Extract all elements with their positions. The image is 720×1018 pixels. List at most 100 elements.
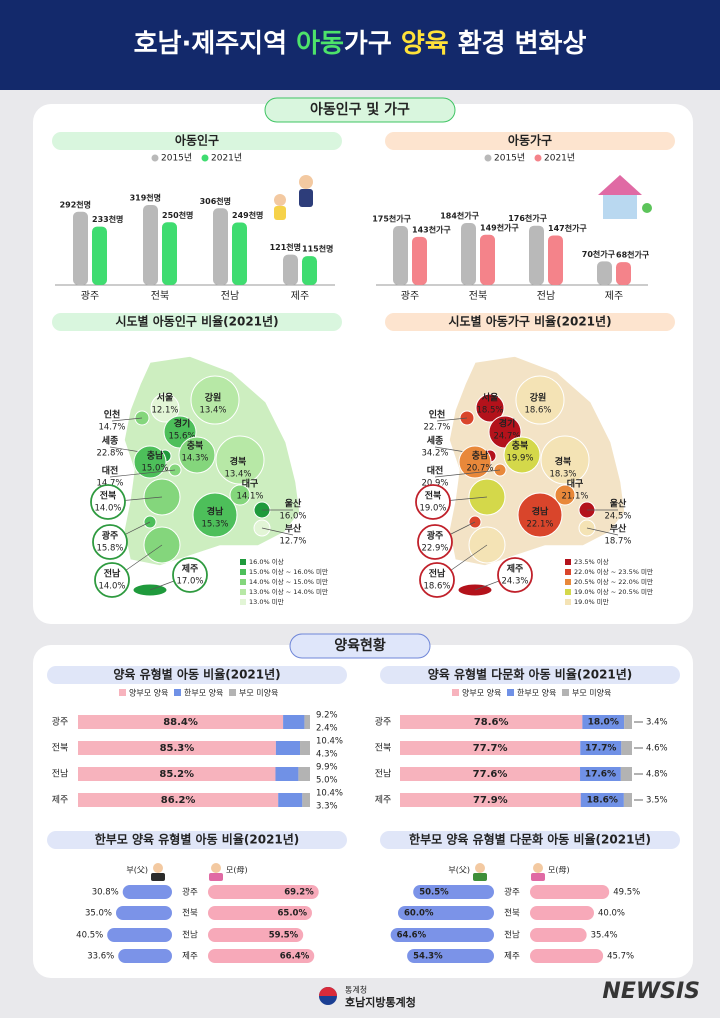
bar-segment: [302, 793, 310, 807]
title-part: 가구: [344, 29, 401, 59]
leader-line: [111, 417, 143, 422]
legend-label: 16.0% 이상: [249, 557, 284, 566]
chart-title-bg: [385, 313, 675, 331]
icon-part: [299, 175, 313, 189]
region-value: 13.4%: [224, 470, 251, 480]
legend-swatch: [534, 154, 542, 162]
person-icon: [531, 873, 545, 881]
chart-title-bg: [47, 831, 347, 849]
bar-segment: [298, 767, 310, 781]
title-part: 환경 변화상: [449, 29, 587, 59]
chart-title: 시도별 아동인구 비율(2021년): [115, 314, 278, 329]
value-label: 65.0%: [278, 909, 308, 919]
bar-segment: [78, 793, 279, 807]
value-label: 147천가구: [548, 223, 587, 233]
legend-label: 2015년: [494, 153, 525, 164]
region-area: [229, 484, 251, 506]
bar-segment: [275, 767, 299, 781]
legend-label: 20.5% 이상 ~ 22.0% 미만: [574, 577, 653, 586]
legend-label: 2021년: [544, 153, 575, 164]
bar-segment: [623, 793, 632, 807]
x-tick-label: 전북: [151, 290, 169, 302]
chart-title-bg: [52, 132, 342, 150]
callout-circle: [92, 524, 128, 560]
region-value: 22.1%: [526, 520, 553, 530]
value-label: 35.4%: [591, 931, 618, 941]
legend-swatch: [201, 154, 209, 162]
region-name: 강원: [530, 392, 547, 404]
value-label: 45.7%: [607, 952, 634, 962]
value-label: 10.4%: [316, 737, 343, 747]
bar: [143, 205, 158, 285]
legend-label: 양부모 양육: [462, 689, 501, 698]
region-name: 충남: [147, 450, 164, 462]
value-label: 4.6%: [646, 744, 668, 754]
bar: [116, 906, 172, 920]
watermark: NEWSIS: [602, 979, 700, 1004]
value-label: 85.3%: [160, 743, 195, 754]
section-heading: 아동인구 및 가구: [310, 101, 410, 118]
callout-circle: [419, 562, 455, 598]
person-icon: [209, 873, 223, 881]
region-value: 15.3%: [201, 520, 228, 530]
value-label: 143천가구: [412, 224, 451, 234]
y-tick-label: 전북: [504, 908, 520, 919]
bar: [118, 949, 172, 963]
legend-label: 19.0% 이상 ~ 20.5% 미만: [574, 587, 653, 596]
section-heading-bg: [264, 97, 456, 123]
value-label: 250천명: [162, 210, 193, 220]
region-value: 14.0%: [98, 582, 125, 592]
region-value: 14.7%: [96, 479, 123, 489]
value-label: 121천명: [270, 242, 301, 252]
value-label: 17.6%: [585, 770, 616, 780]
legend-swatch: [240, 569, 246, 575]
value-label: 3.5%: [646, 796, 668, 806]
region-name: 경기: [174, 418, 191, 430]
legend-label: 한부모 양육: [184, 689, 223, 698]
legend-swatch: [565, 569, 571, 575]
region-name: 전북: [425, 490, 442, 502]
legend-label: 모(母): [548, 866, 570, 875]
person-icon: [475, 863, 485, 873]
legend-swatch: [240, 559, 246, 565]
bar-segment: [621, 741, 632, 755]
legend-swatch: [119, 689, 126, 696]
value-label: 59.5%: [269, 931, 299, 941]
legend-swatch: [565, 599, 571, 605]
value-label: 249천명: [232, 210, 263, 220]
value-label: 4.8%: [646, 770, 668, 780]
children-icon: [274, 175, 313, 220]
x-tick-label: 제주: [605, 290, 623, 302]
value-label: 35.0%: [85, 909, 112, 919]
region-name: 제주: [182, 563, 199, 575]
region-value: 15.0%: [141, 464, 168, 474]
y-tick-label: 제주: [504, 952, 520, 962]
bar-segment: [580, 793, 624, 807]
icon-part: [603, 195, 637, 219]
callout-circle: [94, 562, 130, 598]
region-area: [190, 375, 240, 425]
region-area: [515, 375, 565, 425]
chart-title-bg: [385, 132, 675, 150]
bar: [529, 225, 544, 285]
callout-circle: [417, 524, 453, 560]
title-part: 아동: [296, 29, 344, 59]
bar-segment: [283, 715, 305, 729]
legend-label: 13.0% 미만: [249, 597, 284, 606]
chart-title-bg: [380, 666, 680, 684]
region-value: 24.5%: [604, 512, 631, 522]
legend-label: 부(父): [126, 866, 148, 875]
value-label: 233천명: [92, 214, 123, 224]
x-tick-label: 광주: [401, 290, 419, 302]
bar-segment: [300, 741, 310, 755]
value-label: 64.6%: [397, 931, 427, 941]
bar: [92, 226, 107, 285]
value-label: 77.6%: [473, 769, 508, 780]
region-value: 18.6%: [524, 406, 551, 416]
section-heading: 양육현황: [334, 637, 386, 654]
region-value: 18.7%: [604, 537, 631, 547]
value-label: 18.0%: [588, 718, 619, 728]
region-area: [133, 445, 167, 479]
region-value: 24.3%: [501, 577, 528, 587]
